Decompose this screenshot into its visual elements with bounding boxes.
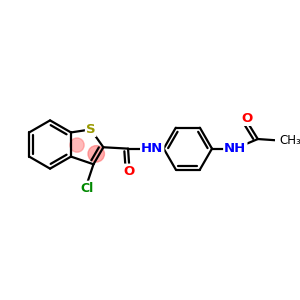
Text: S: S bbox=[86, 123, 95, 136]
Circle shape bbox=[88, 146, 104, 162]
Text: CH₃: CH₃ bbox=[279, 134, 300, 147]
Text: O: O bbox=[124, 165, 135, 178]
Text: O: O bbox=[241, 112, 252, 125]
Circle shape bbox=[70, 138, 84, 152]
Text: Cl: Cl bbox=[80, 182, 93, 195]
Text: HN: HN bbox=[141, 142, 163, 155]
Text: NH: NH bbox=[224, 142, 246, 155]
